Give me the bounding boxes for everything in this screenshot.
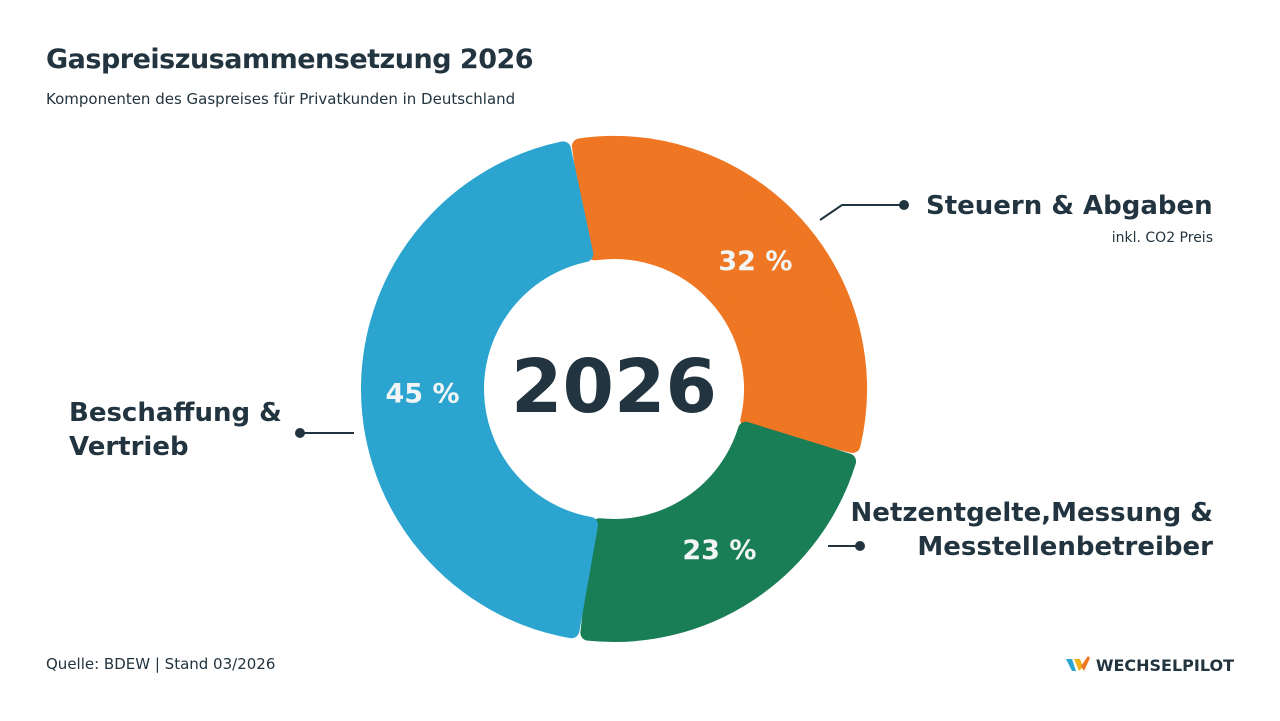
label-beschaffung-line1: Beschaffung &: [69, 398, 282, 428]
donut-segment-netzentgelte-messung-messtellenbetreiber: [580, 421, 857, 642]
chart-subtitle: Komponenten des Gaspreises für Privatkun…: [46, 90, 516, 108]
label-netz-line2: Messtellenbetreiber: [917, 532, 1213, 562]
label-steuern-note: inkl. CO2 Preis: [1111, 230, 1213, 246]
leader-line-steuern: [819, 200, 909, 221]
brand-logo[interactable]: WECHSELPILOT: [1064, 654, 1234, 676]
label-netz: Netzentgelte,Messung & Messtellenbetreib…: [851, 496, 1213, 564]
value-label-netzentgelte-messung-messtellenbetreiber: 23 %: [682, 535, 756, 566]
donut-segment-steuern-abgaben: [571, 136, 867, 453]
value-label-steuern-abgaben: 32 %: [718, 246, 792, 277]
center-year-label: 2026: [511, 344, 717, 430]
donut-segment-beschaffung-vertrieb: [361, 141, 599, 639]
label-netz-line1: Netzentgelte,Messung &: [850, 498, 1213, 528]
wechselpilot-logo-icon: [1065, 656, 1090, 671]
label-beschaffung-line2: Vertrieb: [69, 432, 189, 462]
leader-line-beschaffung: [295, 428, 354, 438]
source-note: Quelle: BDEW | Stand 03/2026: [46, 655, 276, 673]
chart-title: Gaspreiszusammensetzung 2026: [46, 44, 534, 75]
brand-name: WECHSELPILOT: [1095, 655, 1234, 675]
value-label-beschaffung-vertrieb: 45 %: [386, 378, 460, 409]
label-beschaffung: Beschaffung & Vertrieb: [69, 396, 282, 464]
leader-line-netz: [828, 541, 865, 551]
label-steuern: Steuern & Abgaben: [926, 191, 1213, 221]
